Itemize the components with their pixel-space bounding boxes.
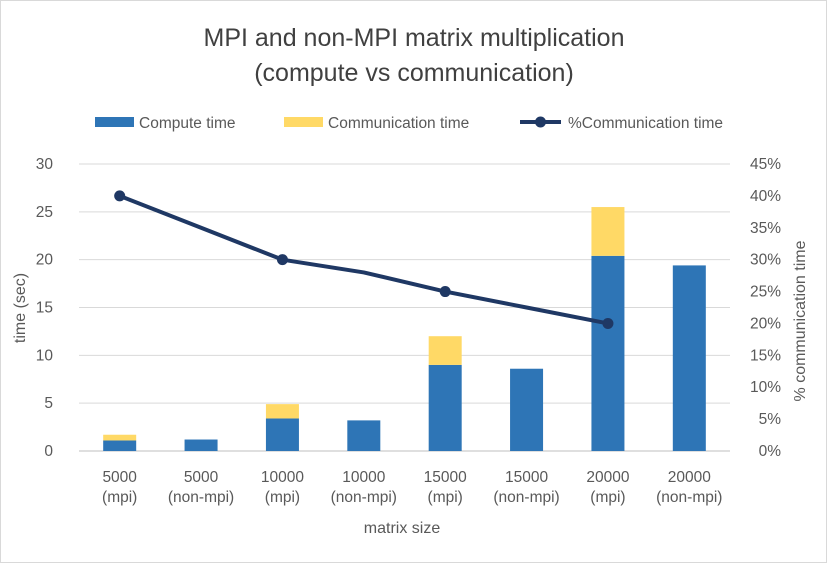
- y-tick-label: 5: [44, 395, 53, 412]
- y-tick-label: 0: [44, 443, 53, 460]
- y2-tick-label: 45%: [750, 156, 781, 173]
- chart-title-line-2: (compute vs communication): [254, 59, 574, 87]
- x-tick-label: 5000: [102, 469, 137, 486]
- chart-title-line-1: MPI and non-MPI matrix multiplication: [204, 24, 625, 52]
- y-axis-ticks: 0 5 10 15 20 25 30: [36, 156, 54, 460]
- y-tick-label: 15: [36, 300, 53, 317]
- bar-communication: [591, 207, 625, 256]
- y2-tick-label: 0%: [759, 443, 782, 460]
- x-tick-label: (non-mpi): [168, 489, 234, 506]
- y-tick-label: 25: [36, 204, 53, 221]
- x-tick-label: 15000: [424, 469, 467, 486]
- x-tick-label: (non-mpi): [493, 489, 559, 506]
- percent-line-path: [117, 193, 610, 326]
- legend-swatch-communication: [284, 117, 323, 127]
- bar-compute: [184, 439, 218, 451]
- x-tick-label: (mpi): [265, 489, 300, 506]
- x-tick-label: (mpi): [428, 489, 463, 506]
- legend: Compute time Communication time %Communi…: [95, 115, 723, 132]
- y-tick-label: 30: [36, 156, 54, 173]
- gridlines: [79, 163, 730, 452]
- percent-line: [114, 190, 614, 329]
- percent-marker: [114, 190, 126, 202]
- legend-label-communication: Communication time: [328, 115, 469, 132]
- percent-marker: [439, 286, 451, 298]
- x-tick-label: 10000: [261, 469, 304, 486]
- bar-compute: [510, 368, 544, 451]
- bar-communication: [428, 336, 462, 365]
- y-tick-label: 10: [36, 347, 54, 364]
- x-axis-title: matrix size: [364, 520, 441, 537]
- x-axis-ticks: 5000 (mpi) 5000 (non-mpi) 10000 (mpi) 10000 (no…: [102, 469, 722, 506]
- x-tick-label: (non-mpi): [331, 489, 397, 506]
- y2-tick-label: 25%: [750, 284, 781, 301]
- y2-tick-label: 5%: [759, 411, 782, 428]
- bar-compute: [591, 255, 625, 451]
- bar-compute: [672, 265, 706, 451]
- bar-compute: [103, 440, 137, 451]
- x-tick-label: 20000: [668, 469, 711, 486]
- x-tick-label: 15000: [505, 469, 548, 486]
- x-tick-label: (mpi): [102, 489, 137, 506]
- y2-axis-ticks: 0% 5% 10% 15% 20% 25% 30% 35% 40% 45%: [750, 156, 781, 460]
- bar-compute: [347, 420, 381, 451]
- y2-tick-label: 15%: [750, 347, 781, 364]
- y2-tick-label: 20%: [750, 315, 781, 332]
- x-tick-label: 20000: [586, 469, 629, 486]
- legend-swatch-compute: [95, 117, 134, 127]
- y-tick-label: 20: [36, 252, 54, 269]
- bar-compute: [265, 418, 299, 451]
- legend-label-percent: %Communication time: [568, 115, 723, 132]
- percent-marker: [276, 254, 288, 266]
- bar-compute: [428, 364, 462, 451]
- bars: [103, 207, 706, 451]
- x-tick-label: 5000: [184, 469, 219, 486]
- y2-tick-label: 40%: [750, 188, 781, 205]
- x-tick-label: (mpi): [590, 489, 625, 506]
- bar-communication: [103, 434, 137, 441]
- x-tick-label: 10000: [342, 469, 385, 486]
- y2-tick-label: 30%: [750, 252, 781, 269]
- y2-tick-label: 10%: [750, 379, 781, 396]
- legend-label-compute: Compute time: [139, 115, 235, 132]
- bar-communication: [265, 404, 299, 419]
- legend-marker-percent: [535, 116, 546, 128]
- y2-tick-label: 35%: [750, 220, 781, 237]
- y-axis-title: time (sec): [12, 273, 29, 343]
- y2-axis-title: % communication time: [792, 240, 809, 401]
- percent-marker: [602, 317, 614, 329]
- x-tick-label: (non-mpi): [656, 489, 722, 506]
